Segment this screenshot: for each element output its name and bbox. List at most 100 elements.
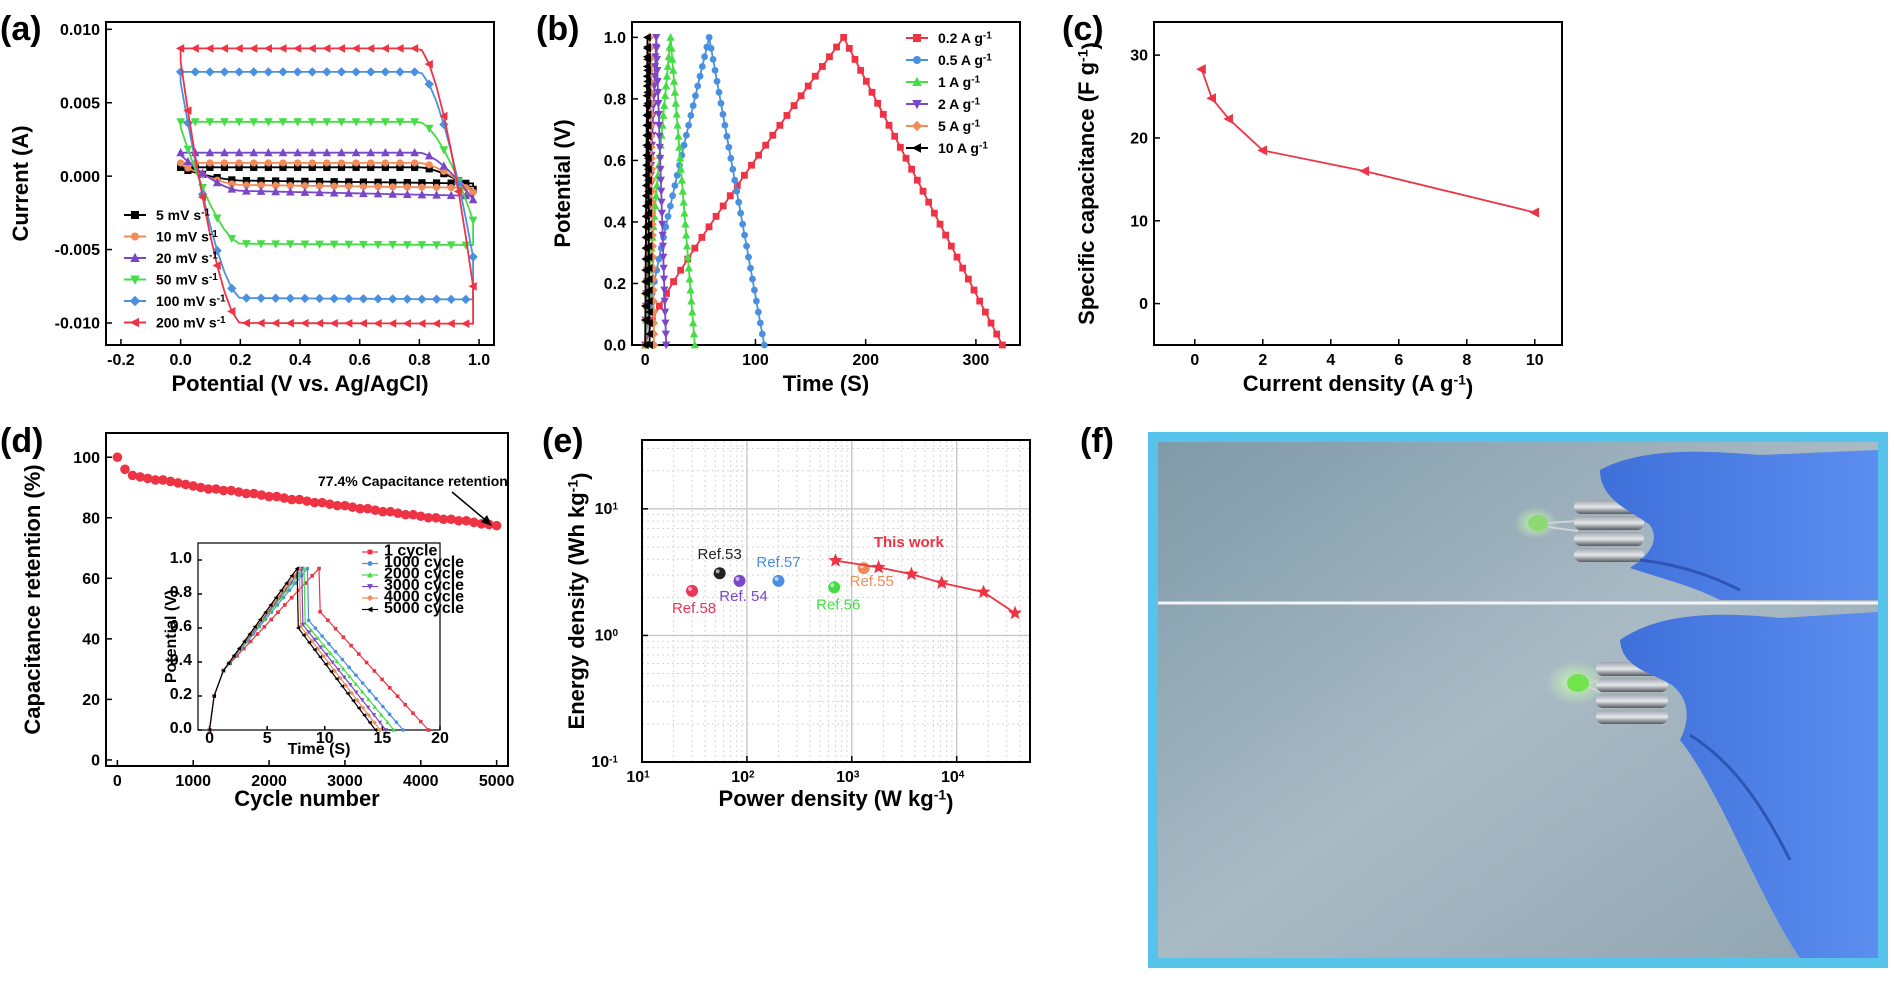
- data-point: [652, 191, 661, 200]
- data-point: [673, 171, 681, 179]
- data-point: [329, 188, 339, 197]
- data-point: [263, 44, 272, 53]
- data-point: [330, 660, 335, 665]
- data-point: [271, 240, 280, 249]
- data-point: [286, 580, 291, 586]
- data-point: [327, 642, 331, 646]
- data-point: [668, 54, 677, 63]
- data-point: [264, 159, 272, 167]
- data-point: [358, 294, 369, 304]
- data-point: [188, 481, 199, 491]
- data-point: [389, 183, 397, 191]
- data-point: [446, 241, 456, 250]
- data-point: [643, 44, 651, 53]
- data-point: [661, 81, 671, 90]
- data-point: [234, 44, 243, 53]
- data-point: [328, 651, 333, 656]
- data-point: [336, 44, 346, 53]
- data-point: [292, 44, 302, 53]
- legend-label: 2 A g-1: [938, 96, 981, 112]
- data-point: [212, 261, 221, 270]
- data-point: [176, 147, 185, 157]
- data-point: [287, 494, 297, 505]
- data-point: [874, 99, 882, 107]
- data-point: [762, 141, 770, 149]
- series: [177, 159, 477, 196]
- series: [641, 33, 1006, 349]
- data-point: [418, 719, 423, 724]
- data-point: [317, 654, 323, 660]
- data-point: [250, 159, 258, 167]
- data-point: [1529, 207, 1539, 218]
- data-point: [278, 118, 288, 127]
- data-point: [252, 624, 257, 629]
- data-point: [220, 118, 229, 127]
- data-point: [469, 188, 477, 196]
- data-point: [751, 286, 758, 294]
- data-point: [324, 652, 329, 658]
- data-point: [727, 154, 735, 162]
- data-point: [175, 67, 186, 77]
- data-point: [643, 165, 652, 174]
- data-point: [226, 661, 231, 666]
- data-point: [359, 240, 368, 250]
- y-tick-label: 10: [1130, 213, 1148, 230]
- data-point: [423, 512, 434, 523]
- data-point: [453, 187, 463, 196]
- data-point: [904, 566, 919, 581]
- data-point: [461, 294, 471, 305]
- data-point: [220, 147, 229, 157]
- data-point: [648, 263, 658, 273]
- x-tick-label: 5000: [479, 773, 515, 790]
- data-point: [150, 475, 161, 485]
- data-point: [439, 111, 448, 121]
- data-point: [326, 660, 332, 666]
- x-tick-label: -0.2: [107, 352, 135, 369]
- data-point: [447, 179, 455, 187]
- data-point: [401, 728, 405, 732]
- reference-marker: [828, 581, 841, 594]
- data-point: [446, 190, 456, 199]
- data-point: [218, 485, 229, 496]
- panel-label-c: (c): [1062, 10, 1104, 48]
- x-tick-label: 0.8: [408, 352, 430, 369]
- legend-marker: [367, 549, 373, 555]
- data-point: [885, 121, 893, 129]
- data-point: [293, 581, 298, 585]
- data-point: [212, 177, 222, 187]
- data-point: [372, 704, 378, 709]
- data-point: [367, 720, 372, 725]
- x-tick-label: 15: [373, 730, 391, 747]
- data-point: [294, 566, 299, 571]
- data-point: [469, 517, 479, 528]
- legend-marker: [913, 56, 921, 64]
- data-point: [998, 341, 1006, 349]
- y-axis-label: Capacitance retention (%): [20, 464, 45, 734]
- legend-label: 20 mV s-1: [156, 250, 218, 266]
- data-point: [648, 274, 658, 284]
- series: [176, 118, 478, 250]
- data-point: [976, 584, 991, 599]
- data-point: [649, 318, 659, 328]
- reference-highlight: [735, 576, 740, 581]
- data-point: [322, 643, 327, 648]
- data-point: [289, 595, 294, 600]
- data-point: [715, 88, 723, 96]
- reference-label: Ref.58: [672, 600, 716, 617]
- data-point: [341, 666, 346, 671]
- data-point: [264, 163, 272, 171]
- data-point: [221, 668, 226, 673]
- x-tick-label: 100: [742, 352, 769, 369]
- data-point: [953, 253, 961, 261]
- data-point: [347, 674, 352, 679]
- data-point: [322, 147, 332, 157]
- data-point: [453, 515, 464, 526]
- x-tick-label: 0.6: [349, 352, 371, 369]
- reference-label: Ref.55: [850, 573, 894, 590]
- data-point: [278, 44, 287, 53]
- data-point: [323, 662, 328, 667]
- data-point: [645, 329, 653, 339]
- data-point: [367, 163, 375, 171]
- data-point: [408, 509, 418, 520]
- data-point: [663, 62, 672, 70]
